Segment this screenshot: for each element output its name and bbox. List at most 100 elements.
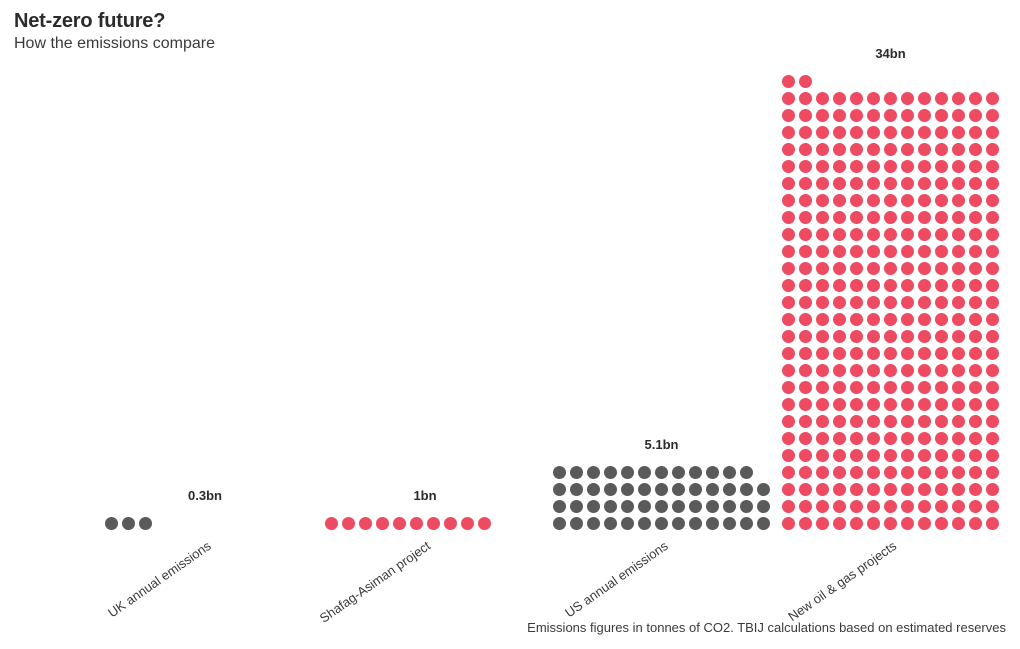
dot: [850, 143, 863, 156]
dot: [427, 517, 440, 530]
dot: [850, 228, 863, 241]
dot: [799, 364, 812, 377]
dot: [816, 313, 829, 326]
dot: [918, 194, 931, 207]
dot: [935, 194, 948, 207]
dot: [901, 126, 914, 139]
dot: [850, 313, 863, 326]
dot: [952, 160, 965, 173]
dot: [782, 364, 795, 377]
dot: [935, 347, 948, 360]
dot: [570, 466, 583, 479]
dot: [884, 347, 897, 360]
dot: [621, 483, 634, 496]
dot: [816, 279, 829, 292]
dot: [969, 500, 982, 513]
dot: [706, 466, 719, 479]
dot: [833, 398, 846, 411]
dot: [723, 500, 736, 513]
dot: [799, 517, 812, 530]
dot: [799, 398, 812, 411]
dot: [706, 500, 719, 513]
dot: [986, 160, 999, 173]
dot: [918, 279, 931, 292]
dot: [952, 143, 965, 156]
dot: [850, 398, 863, 411]
dot: [799, 381, 812, 394]
dot-row: [782, 347, 999, 360]
dot: [757, 517, 770, 530]
chart-header: Net-zero future? How the emissions compa…: [14, 10, 215, 53]
dot: [884, 313, 897, 326]
dot: [799, 483, 812, 496]
dot: [833, 228, 846, 241]
dot: [782, 262, 795, 275]
dot: [986, 228, 999, 241]
dot: [638, 500, 651, 513]
dot: [935, 500, 948, 513]
dot: [867, 262, 880, 275]
dot: [884, 279, 897, 292]
dot: [884, 432, 897, 445]
dot: [884, 109, 897, 122]
dot: [867, 483, 880, 496]
dot-row: [782, 75, 999, 88]
dot: [105, 517, 118, 530]
dot: [969, 143, 982, 156]
dot: [816, 398, 829, 411]
dot: [799, 143, 812, 156]
dot-row: [782, 483, 999, 496]
dot: [986, 449, 999, 462]
dot: [935, 228, 948, 241]
dot: [935, 126, 948, 139]
dot: [918, 330, 931, 343]
dot: [952, 109, 965, 122]
dot: [986, 313, 999, 326]
dot: [969, 177, 982, 190]
dot: [867, 432, 880, 445]
dot: [952, 398, 965, 411]
dot: [867, 211, 880, 224]
dot: [884, 381, 897, 394]
dot: [969, 517, 982, 530]
dot: [918, 415, 931, 428]
dot: [901, 398, 914, 411]
dot: [638, 483, 651, 496]
dot: [799, 415, 812, 428]
dot-stack: [325, 517, 525, 530]
dot: [952, 432, 965, 445]
dot: [901, 517, 914, 530]
dot: [782, 126, 795, 139]
dot: [969, 194, 982, 207]
dot: [689, 483, 702, 496]
dot: [901, 92, 914, 105]
dot: [587, 500, 600, 513]
dot: [918, 500, 931, 513]
dot: [706, 517, 719, 530]
dot: [935, 143, 948, 156]
dot: [740, 517, 753, 530]
dot-row: [782, 364, 999, 377]
dot-row: [553, 483, 770, 496]
dot: [740, 466, 753, 479]
dot: [782, 92, 795, 105]
dot: [952, 449, 965, 462]
dot: [935, 245, 948, 258]
dot: [969, 364, 982, 377]
dot: [570, 500, 583, 513]
value-label: 1bn: [325, 488, 525, 503]
dot-row: [782, 228, 999, 241]
dot: [952, 194, 965, 207]
dot: [782, 330, 795, 343]
dot-stack: [782, 75, 999, 530]
dot: [884, 194, 897, 207]
dot: [799, 313, 812, 326]
dot: [799, 194, 812, 207]
dot: [816, 262, 829, 275]
dot: [901, 415, 914, 428]
dot: [376, 517, 389, 530]
dot-row: [782, 415, 999, 428]
dot: [884, 449, 897, 462]
dot: [782, 432, 795, 445]
dot: [799, 500, 812, 513]
